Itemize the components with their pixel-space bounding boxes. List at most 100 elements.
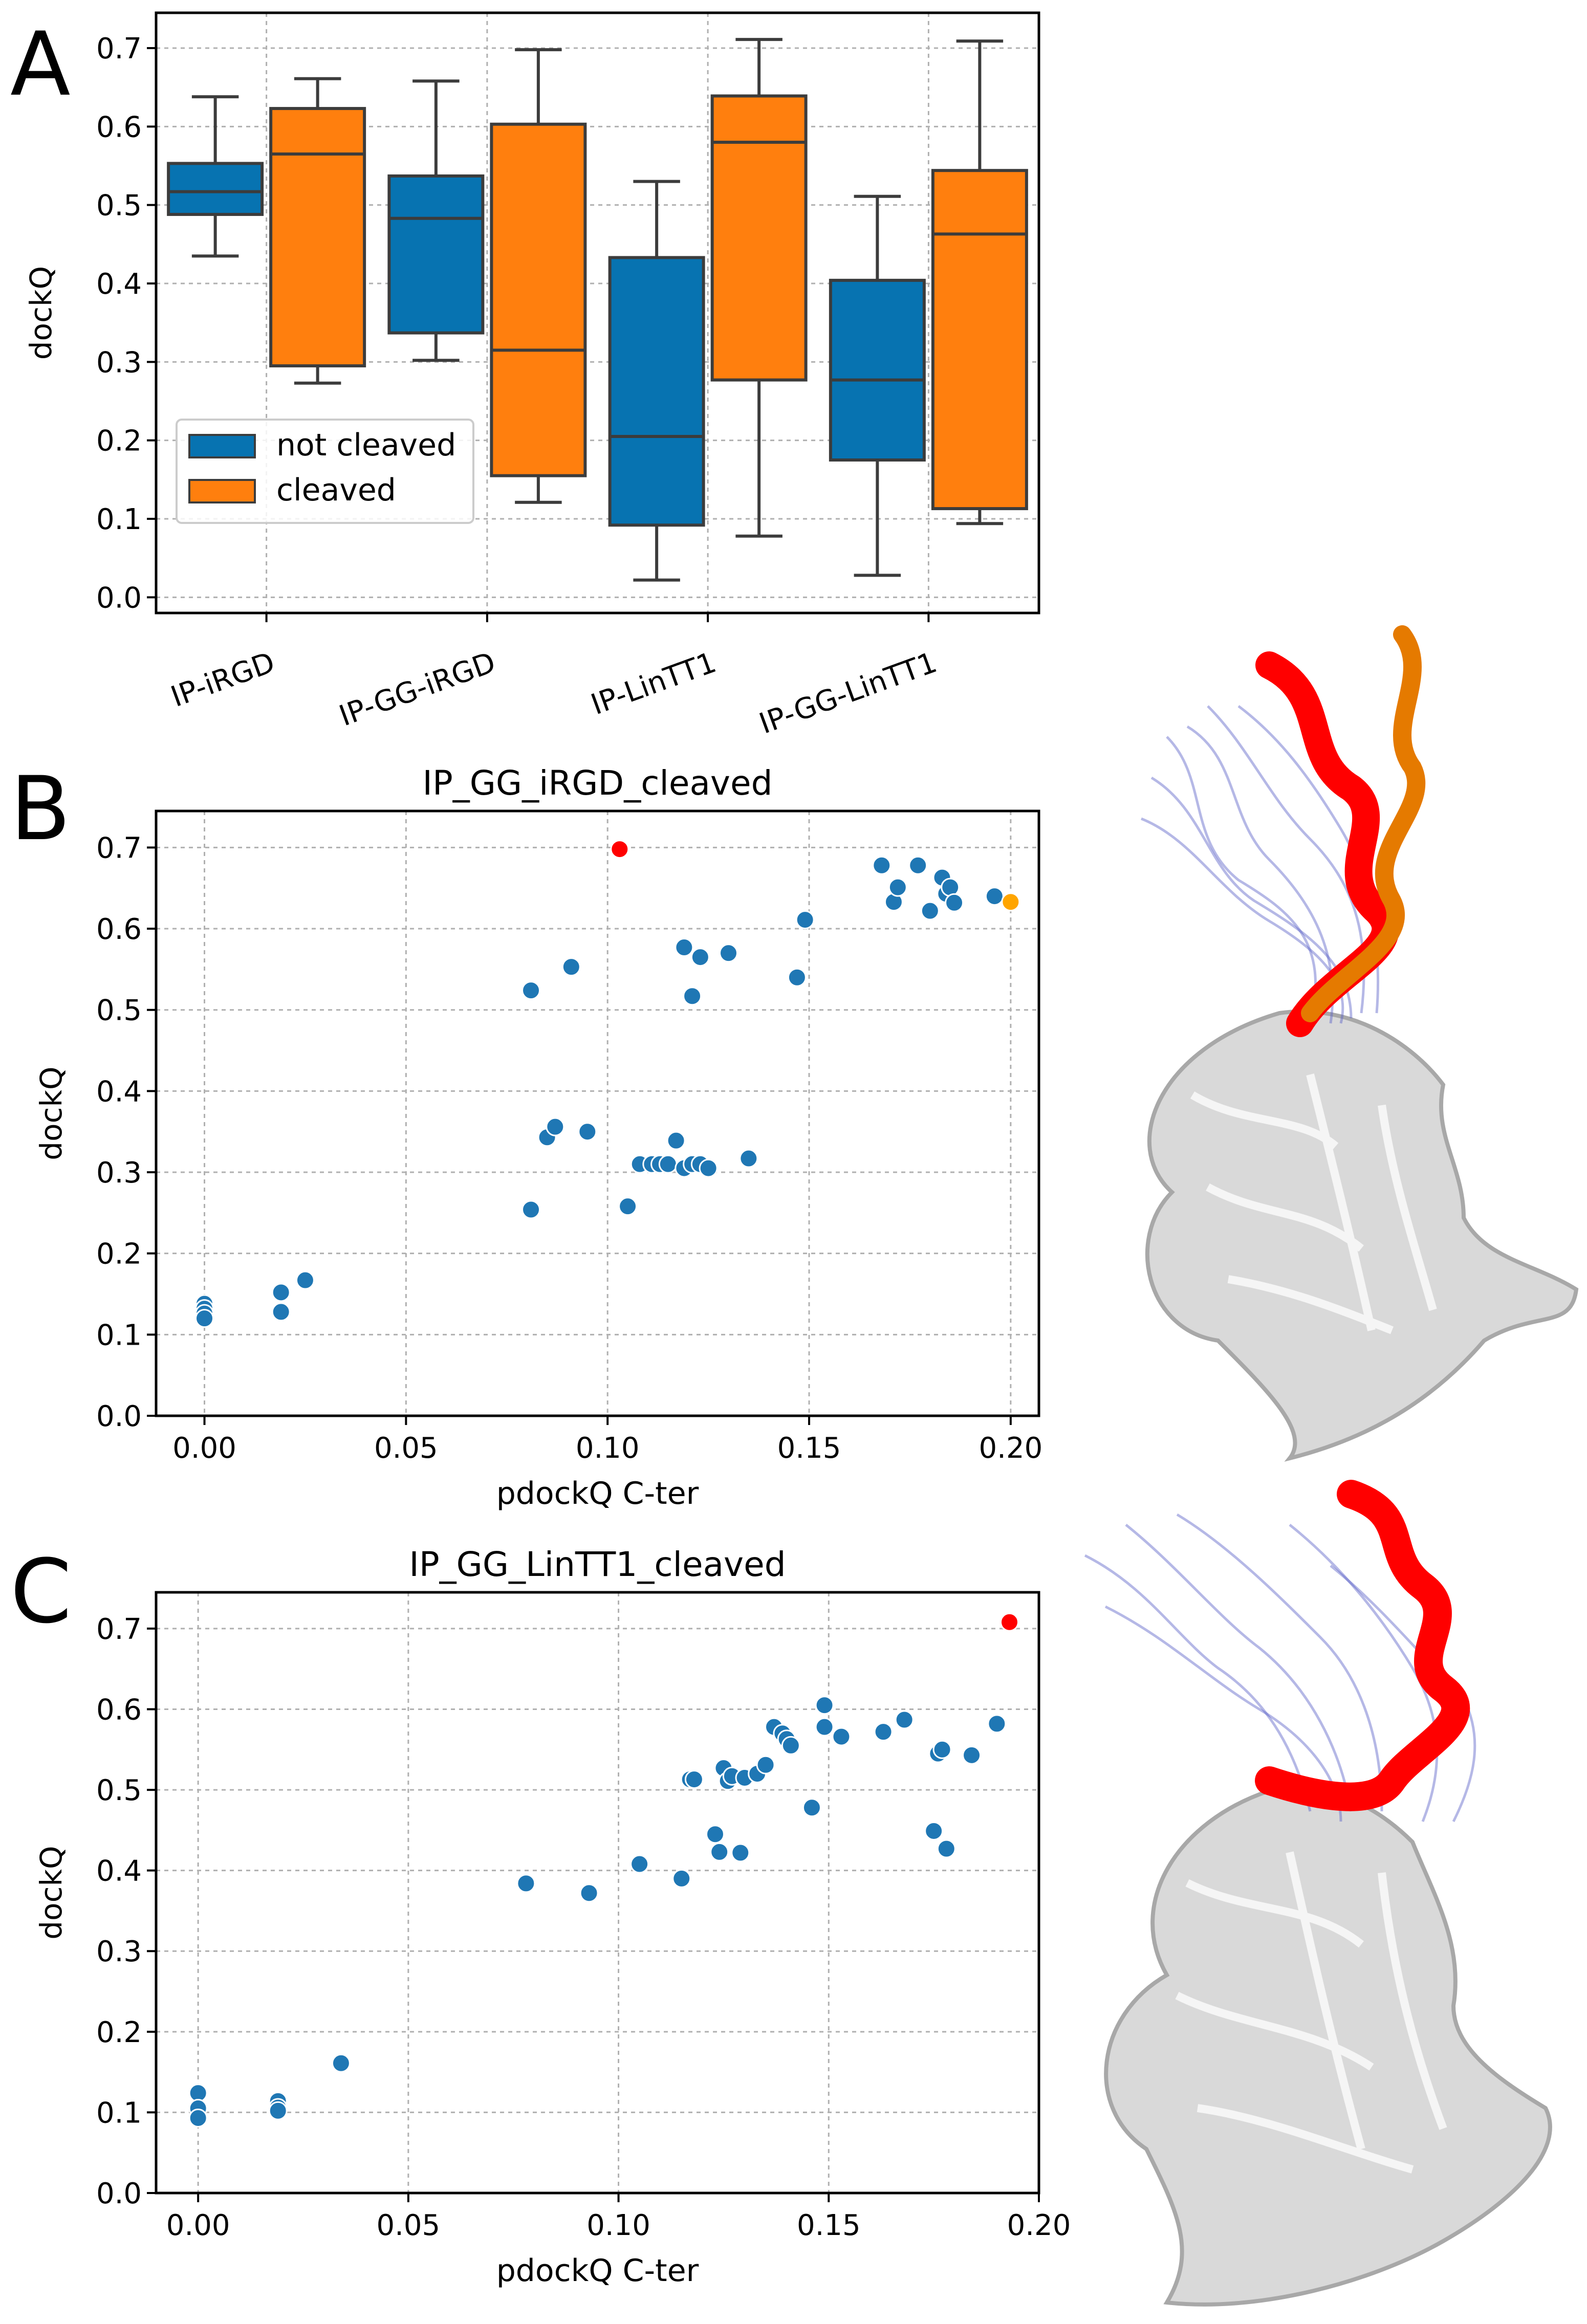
data-point xyxy=(675,938,694,957)
data-point xyxy=(618,1197,638,1216)
data-point xyxy=(739,1149,758,1168)
data-point xyxy=(195,1309,214,1328)
protein-strand-lines xyxy=(1175,1851,1447,2174)
protein-ribbon xyxy=(1145,1009,1579,1462)
box-not-cleaved-IP-GG-iRGD xyxy=(387,79,485,362)
data-point xyxy=(516,1874,536,1893)
box-not-cleaved-IP-iRGD xyxy=(167,95,264,258)
peptide-ensemble-lines xyxy=(1084,1513,1476,1823)
y-tick-label: 0.0 xyxy=(96,2177,142,2210)
data-point xyxy=(579,1883,599,1903)
chart-title: IP_GG_iRGD_cleaved xyxy=(423,763,773,803)
scatter-chart-iRGD: 0.0 0.1 0.2 0.3 0.4 0.5 0.6 0.7 0.00 0.05 0.10 0.15… xyxy=(34,763,1042,1511)
y-tick-label: 0.5 xyxy=(96,1774,142,1807)
data-point xyxy=(945,893,964,912)
highlight-point-red xyxy=(610,840,629,859)
box-iqr xyxy=(490,122,587,477)
x-axis-label: pdockQ C-ter xyxy=(496,2253,699,2289)
box-cleaved-IP-iRGD xyxy=(269,77,366,385)
y-tick-label: 0.5 xyxy=(96,994,142,1027)
data-point xyxy=(630,1854,649,1874)
box-not-cleaved-IP-GG-LinTT1 xyxy=(829,194,926,577)
data-point xyxy=(699,1158,718,1178)
peptide-orange xyxy=(1301,625,1426,1022)
data-point xyxy=(521,1200,541,1219)
y-tick-label: 0.4 xyxy=(96,1075,142,1108)
box-cleaved-IP-GG-LinTT1 xyxy=(931,39,1028,525)
data-point xyxy=(546,1117,565,1136)
x-tick-label: 0.20 xyxy=(1007,2209,1071,2242)
y-tick-label: 0.5 xyxy=(96,189,142,223)
x-tick-label: IP-iRGD xyxy=(167,646,279,714)
data-point xyxy=(756,1755,775,1774)
legend-swatch xyxy=(188,479,256,503)
x-tick-label: 0.00 xyxy=(166,2209,230,2242)
peptide-red xyxy=(1255,1480,1470,1811)
x-axis-label: pdockQ C-ter xyxy=(496,1476,699,1511)
data-point xyxy=(188,2108,208,2128)
x-tick-label: IP-LinTT1 xyxy=(586,646,720,721)
y-tick-label: 0.4 xyxy=(96,268,142,301)
y-tick-label: 0.2 xyxy=(96,1238,142,1271)
protein-structure-b xyxy=(1141,625,1579,1462)
data-point xyxy=(684,1770,704,1789)
data-point xyxy=(924,1821,944,1840)
y-tick-label: 0.2 xyxy=(96,425,142,458)
data-point xyxy=(706,1825,725,1844)
data-point xyxy=(666,1131,686,1150)
data-point xyxy=(920,901,940,920)
plot-frame xyxy=(155,11,1040,615)
box-cleaved-IP-LinTT1 xyxy=(710,38,808,538)
box-iqr xyxy=(387,174,485,335)
data-point xyxy=(578,1122,597,1142)
data-point xyxy=(719,944,738,963)
data-point xyxy=(658,1154,678,1174)
scatter-chart-LinTT1: 0.0 0.1 0.2 0.3 0.4 0.5 0.6 0.7 0.00 0.05 0.10 0.15… xyxy=(34,1545,1071,2289)
y-tick-label: 0.6 xyxy=(96,1693,142,1726)
data-point xyxy=(795,910,815,930)
data-point xyxy=(832,1727,851,1746)
y-tick-label: 0.7 xyxy=(96,1613,142,1646)
y-tick-label: 0.3 xyxy=(96,346,142,379)
data-point xyxy=(932,1740,952,1759)
legend-label: not cleaved xyxy=(276,427,456,463)
legend-swatch xyxy=(188,434,256,458)
x-tick-label: 0.10 xyxy=(586,2209,650,2242)
plot-frame xyxy=(155,1591,1040,2195)
data-point xyxy=(985,887,1004,906)
data-point xyxy=(937,1839,956,1858)
data-point xyxy=(331,2053,351,2073)
y-tick-label: 0.6 xyxy=(96,913,142,946)
plot-frame xyxy=(155,809,1040,1417)
protein-strand-lines xyxy=(1190,1073,1437,1334)
data-point xyxy=(895,1710,914,1729)
panel-letter-b: B xyxy=(10,757,71,860)
y-tick-label: 0.0 xyxy=(96,1400,142,1433)
x-tick-label: 0.00 xyxy=(172,1432,236,1465)
y-tick-label: 0.2 xyxy=(96,2016,142,2049)
data-point xyxy=(672,1869,691,1888)
x-tick-label: 0.15 xyxy=(797,2209,861,2242)
chart-title: IP_GG_LinTT1_cleaved xyxy=(409,1545,786,1584)
data-point xyxy=(271,1283,291,1302)
legend: not cleaved cleaved xyxy=(176,419,474,524)
box-iqr xyxy=(167,162,264,216)
data-point xyxy=(941,878,960,897)
y-tick-label: 0.3 xyxy=(96,1935,142,1968)
y-tick-label: 0.6 xyxy=(96,111,142,144)
data-point xyxy=(987,1714,1007,1734)
boxplot-chart: 0.0 0.1 0.2 0.3 0.4 0.5 0.6 0.7 IP-iRGD IP-GG-iRG… xyxy=(24,11,1040,741)
data-point xyxy=(295,1270,315,1290)
protein-structure-c xyxy=(1084,1480,1552,2307)
data-point xyxy=(731,1843,750,1862)
x-tick-label: 0.15 xyxy=(777,1432,841,1465)
data-point xyxy=(683,986,702,1006)
y-tick-label: 0.7 xyxy=(96,831,142,865)
box-iqr xyxy=(269,107,366,367)
x-tick-label: 0.05 xyxy=(374,1432,438,1465)
y-tick-label: 0.1 xyxy=(96,2096,142,2130)
box-not-cleaved-IP-LinTT1 xyxy=(608,180,705,582)
data-point xyxy=(872,856,892,875)
box-cleaved-IP-GG-iRGD xyxy=(490,48,587,504)
